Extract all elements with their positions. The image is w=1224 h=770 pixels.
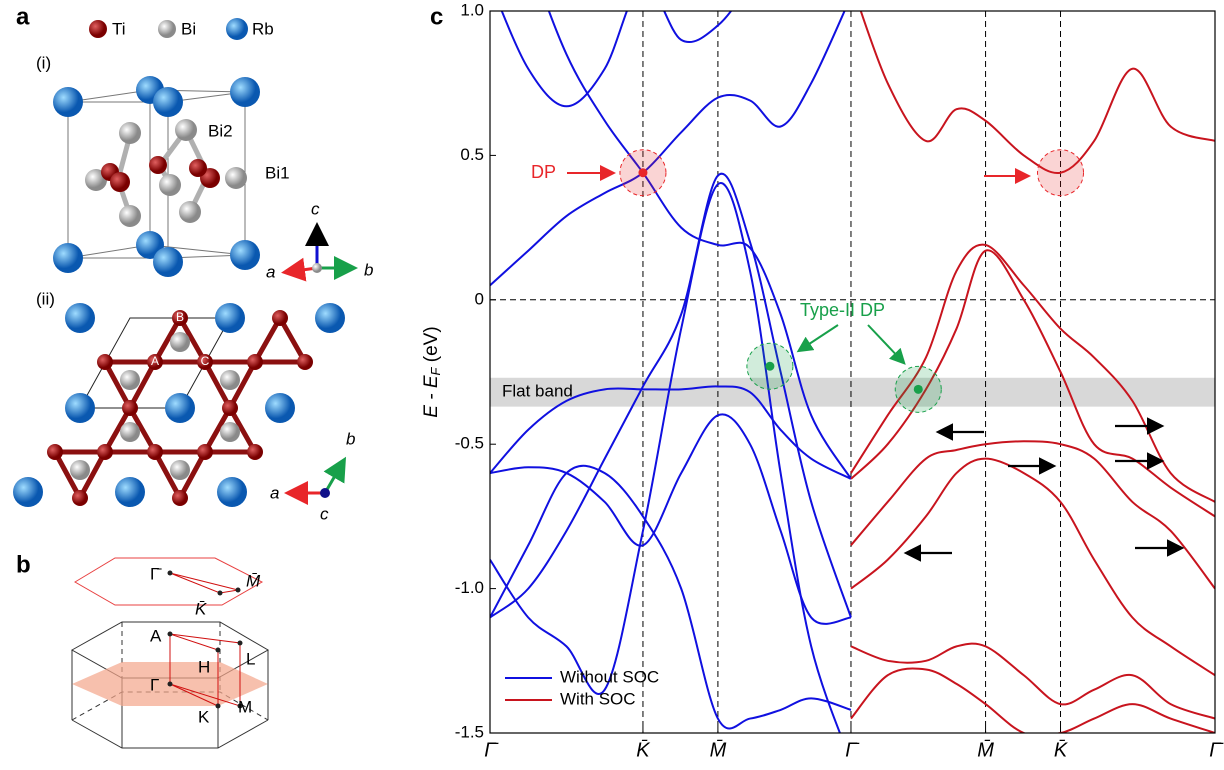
band-line xyxy=(490,182,841,733)
atoms-ii xyxy=(13,303,345,507)
band-line xyxy=(490,385,852,480)
y-tick-label: 1.0 xyxy=(460,0,484,19)
site-label: B xyxy=(176,310,184,324)
k-label: A xyxy=(150,626,162,645)
k-label: Γ̄ xyxy=(150,564,162,583)
band-line xyxy=(859,11,1215,175)
y-tick-label: -1.5 xyxy=(455,722,484,741)
subpanel-label: (i) xyxy=(36,53,51,72)
y-label-sub: F xyxy=(428,366,443,375)
panel-a: a Ti Bi Rb (i) Bi2 Bi1 c a b (ii) xyxy=(13,3,373,523)
arrow xyxy=(796,324,839,353)
atoms xyxy=(53,76,260,277)
legend-atom xyxy=(89,20,107,38)
panel-label: c xyxy=(430,3,443,30)
bands xyxy=(490,11,1215,733)
x-tick-label: Γ̄ xyxy=(484,739,498,761)
axis-label: c xyxy=(320,504,329,523)
dirac-point xyxy=(638,168,648,178)
panel-c: c E - EF (eV) Flat band Γ̄ K̄ M̄ Γ̄ M̄ K̄ Γ̄ 1.0… xyxy=(421,0,1224,761)
flat-band xyxy=(490,377,1215,407)
plot-frame xyxy=(489,10,1216,734)
band-line xyxy=(850,642,1215,720)
legend-text: Ti xyxy=(112,19,126,38)
annotation: Flat band xyxy=(502,382,573,401)
x-tick-label: K̄ xyxy=(636,738,651,761)
dirac-point xyxy=(765,361,775,371)
panel-label: b xyxy=(16,551,31,578)
axes-i xyxy=(281,222,358,282)
panel-b: b Γ̄ M̄ K̄ A H L Γ K M xyxy=(16,551,270,749)
y-tick-label: 0.5 xyxy=(460,145,484,164)
axis-label: a xyxy=(270,483,279,502)
k-label: L xyxy=(246,649,255,668)
band-line xyxy=(850,667,1215,733)
y-label-part: (eV) xyxy=(421,326,442,367)
band-line xyxy=(490,413,852,625)
x-tick-label: M̄ xyxy=(977,738,994,761)
x-tick-label: Γ̄ xyxy=(1209,739,1223,761)
axes-ii xyxy=(284,456,347,505)
site-label: C xyxy=(201,354,210,368)
band-line xyxy=(850,440,1215,590)
band-line xyxy=(490,464,852,730)
arrow xyxy=(867,324,906,365)
legend-text: Bi xyxy=(181,19,196,38)
surface-bz xyxy=(74,557,264,606)
band-line xyxy=(490,11,846,287)
band-line xyxy=(850,243,1215,503)
y-tick-label: 0 xyxy=(475,289,484,308)
x-tick-label: Γ̄ xyxy=(845,739,859,761)
band-line xyxy=(500,11,733,108)
atom-label: Bi1 xyxy=(265,163,290,182)
dirac-point xyxy=(913,384,923,394)
irreducible-wedge xyxy=(169,572,239,594)
y-axis-label: E - EF (eV) xyxy=(421,326,443,417)
k-label: Γ xyxy=(150,675,159,694)
y-tick-label: -0.5 xyxy=(455,434,484,453)
k-label: M xyxy=(238,697,252,716)
legend-text: Rb xyxy=(252,19,274,38)
legend-atom xyxy=(158,20,176,38)
k-label: M̄ xyxy=(246,571,261,590)
axis-label: b xyxy=(364,260,373,279)
k-label: H xyxy=(198,657,210,676)
axis-label: a xyxy=(266,262,275,281)
atom-label: Bi2 xyxy=(208,121,233,140)
k-label: K̄ xyxy=(195,599,207,618)
site-label: A xyxy=(151,354,159,368)
axis-label: b xyxy=(346,429,355,448)
axis-label: c xyxy=(311,199,320,218)
annotation: DP xyxy=(531,162,556,182)
y-tick-label: -1.0 xyxy=(455,578,484,597)
kagome xyxy=(52,315,308,501)
k-label: K xyxy=(198,707,210,726)
band-line xyxy=(547,11,852,480)
y-label-part: E - E xyxy=(421,375,442,418)
panel-label: a xyxy=(16,3,30,30)
dp-halo xyxy=(1037,149,1085,197)
legend-text: Without SOC xyxy=(560,667,659,686)
band-line xyxy=(850,457,1215,677)
x-tick-label: M̄ xyxy=(710,738,727,761)
legend-atom xyxy=(226,18,248,40)
x-tick-label: K̄ xyxy=(1054,738,1069,761)
subpanel-label: (ii) xyxy=(36,289,55,308)
annotation: Type-II DP xyxy=(800,300,885,320)
legend-text: With SOC xyxy=(560,689,636,708)
